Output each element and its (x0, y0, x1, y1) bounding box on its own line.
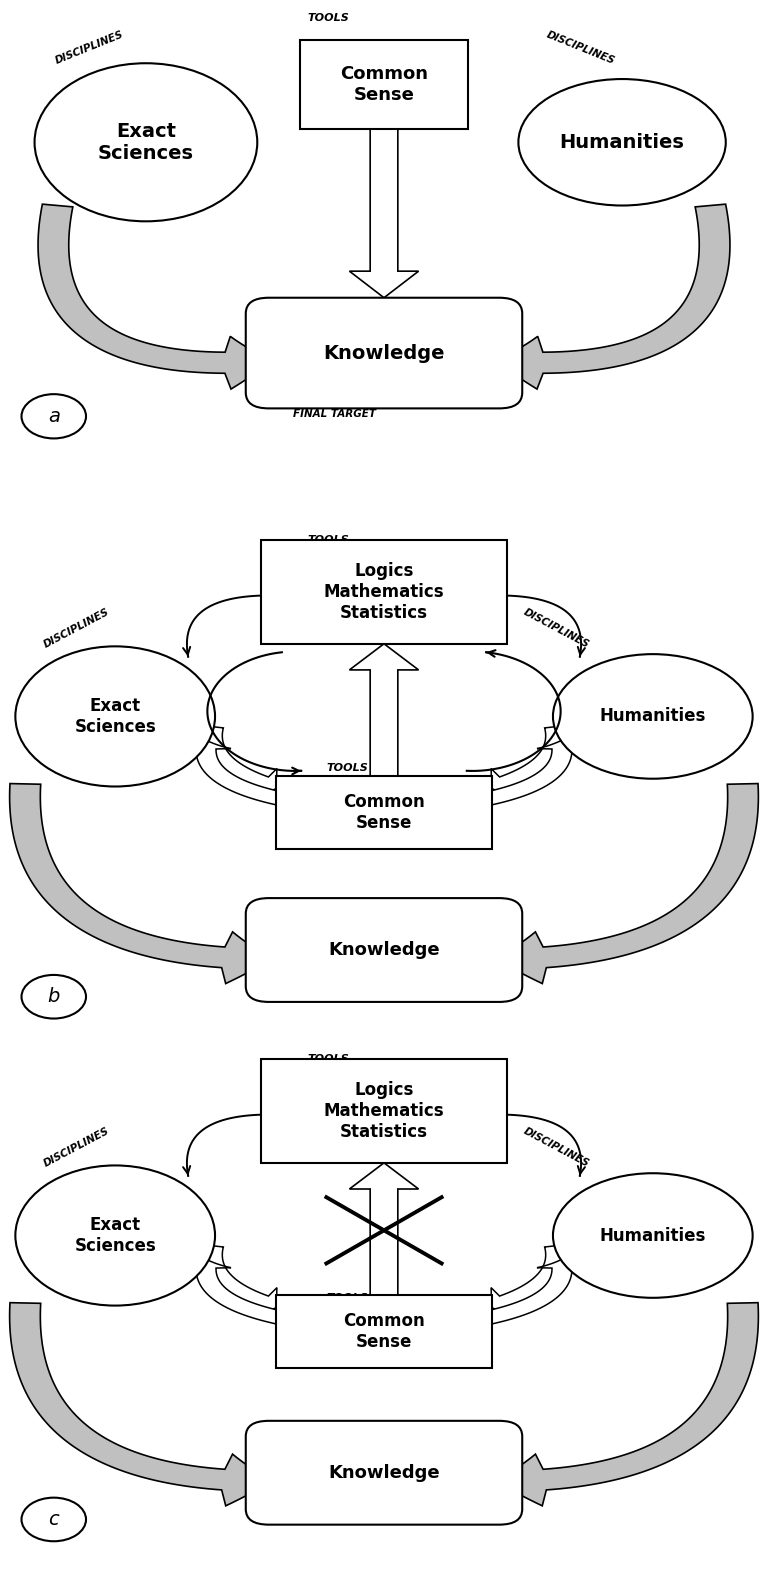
Text: TOOLS: TOOLS (307, 535, 349, 544)
Text: FINAL TARGET: FINAL TARGET (293, 409, 376, 418)
Polygon shape (490, 1244, 566, 1318)
Text: Common
Sense: Common Sense (340, 64, 428, 104)
Ellipse shape (15, 647, 215, 786)
Bar (276, 775, 492, 849)
Text: DISCIPLINES: DISCIPLINES (54, 30, 125, 66)
Text: DISCIPLINES: DISCIPLINES (42, 1126, 111, 1169)
Circle shape (22, 1497, 86, 1542)
Polygon shape (202, 725, 278, 799)
Bar (276, 1295, 492, 1369)
Ellipse shape (518, 79, 726, 206)
Bar (261, 540, 507, 643)
Polygon shape (349, 1162, 419, 1301)
Polygon shape (349, 129, 419, 297)
Text: Exact
Sciences: Exact Sciences (98, 121, 194, 162)
Ellipse shape (553, 654, 753, 779)
Text: Exact
Sciences: Exact Sciences (74, 697, 156, 736)
Text: b: b (48, 988, 60, 1007)
Text: TOOLS: TOOLS (307, 14, 349, 24)
Polygon shape (181, 741, 287, 805)
Text: Humanities: Humanities (560, 132, 684, 151)
FancyBboxPatch shape (246, 297, 522, 409)
FancyBboxPatch shape (246, 1420, 522, 1524)
Polygon shape (490, 725, 566, 799)
Bar (300, 39, 468, 129)
Text: Common
Sense: Common Sense (343, 793, 425, 832)
Polygon shape (10, 783, 273, 983)
Text: DISCIPLINES: DISCIPLINES (42, 607, 111, 650)
Text: Logics
Mathematics
Statistics: Logics Mathematics Statistics (323, 1081, 445, 1140)
Polygon shape (495, 1302, 758, 1505)
Text: FINAL TARGET: FINAL TARGET (294, 1424, 377, 1435)
Text: TOOLS: TOOLS (307, 1054, 349, 1063)
Polygon shape (202, 1244, 278, 1318)
Polygon shape (349, 643, 419, 782)
FancyBboxPatch shape (246, 898, 522, 1002)
Ellipse shape (15, 1166, 215, 1306)
Text: TOOLS: TOOLS (326, 1293, 368, 1302)
Circle shape (22, 975, 86, 1019)
Polygon shape (495, 783, 758, 983)
Text: Humanities: Humanities (600, 1227, 706, 1244)
Circle shape (22, 395, 86, 439)
Text: DISCIPLINES: DISCIPLINES (522, 1126, 591, 1169)
Text: Humanities: Humanities (600, 708, 706, 725)
Text: Common
Sense: Common Sense (343, 1312, 425, 1351)
Polygon shape (495, 204, 730, 389)
Text: Exact
Sciences: Exact Sciences (74, 1216, 156, 1255)
Bar (261, 1059, 507, 1162)
Text: Knowledge: Knowledge (323, 343, 445, 362)
Polygon shape (10, 1302, 273, 1505)
Text: c: c (48, 1510, 59, 1529)
Text: Logics
Mathematics
Statistics: Logics Mathematics Statistics (323, 562, 445, 621)
Polygon shape (481, 741, 587, 805)
Polygon shape (38, 204, 273, 389)
Text: a: a (48, 407, 60, 426)
Ellipse shape (35, 63, 257, 222)
Text: Knowledge: Knowledge (328, 941, 440, 960)
Text: FINAL TARGET: FINAL TARGET (294, 901, 377, 911)
Polygon shape (481, 1260, 587, 1324)
Text: TOOLS: TOOLS (326, 763, 368, 774)
Text: Knowledge: Knowledge (328, 1464, 440, 1482)
Text: DISCIPLINES: DISCIPLINES (522, 607, 591, 650)
Polygon shape (181, 1260, 287, 1324)
Ellipse shape (553, 1173, 753, 1298)
Text: DISCIPLINES: DISCIPLINES (545, 30, 617, 66)
